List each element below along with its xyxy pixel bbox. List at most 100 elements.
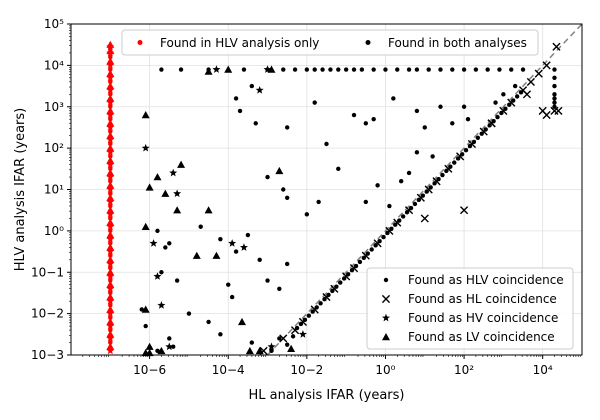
data-point-dot xyxy=(369,247,374,252)
data-point-hlv-only xyxy=(106,284,115,293)
x-tick-label: 10⁴ xyxy=(533,363,553,377)
data-point-star xyxy=(157,301,166,309)
data-point-dot xyxy=(552,83,557,89)
data-point-triangle xyxy=(237,317,246,326)
data-point-hlv-only xyxy=(108,290,113,296)
data-point-dot xyxy=(371,116,376,122)
data-point-hlv-only xyxy=(108,241,113,246)
data-point-hlv-only xyxy=(106,305,115,313)
data-point-triangle xyxy=(141,305,150,313)
data-point-hlv-only xyxy=(106,160,115,169)
data-point-triangle xyxy=(145,342,154,350)
data-point-hlv-only xyxy=(106,231,115,239)
data-point-x xyxy=(279,334,288,343)
data-point-hlv-only xyxy=(106,272,115,280)
data-point-dot xyxy=(422,125,427,130)
data-point-dot xyxy=(395,67,400,72)
legend-color-frame xyxy=(121,29,539,56)
data-point-star xyxy=(141,143,150,152)
data-point-hlv-only xyxy=(106,106,115,115)
data-point-x xyxy=(542,110,551,120)
data-point-x xyxy=(330,284,339,293)
legend-entry-hlv-coincidence: Found as HLV coincidence xyxy=(408,273,564,287)
data-point-dot xyxy=(336,67,341,72)
data-point-dot xyxy=(440,172,445,178)
data-point-hlv-only xyxy=(108,191,113,196)
data-point-dot xyxy=(318,301,323,306)
data-point-dot xyxy=(461,67,467,72)
x-tick-label: 10−6 xyxy=(133,363,166,377)
data-point-hlv-only xyxy=(106,268,115,276)
data-point-dot xyxy=(249,340,255,345)
data-point-triangle xyxy=(224,65,233,73)
data-point-dot xyxy=(452,160,457,165)
data-point-x xyxy=(393,218,402,227)
legend-entry-lv-coincidence: Found as LV coincidence xyxy=(408,330,555,344)
data-point-x xyxy=(467,139,477,149)
data-point-hlv-only xyxy=(106,210,115,218)
data-point-triangle xyxy=(145,348,154,357)
data-point-hlv-only xyxy=(108,129,113,134)
x-tick-label: 10⁰ xyxy=(375,363,395,377)
data-point-x xyxy=(404,206,414,215)
data-point-dot xyxy=(265,174,270,180)
data-point-hlv-only xyxy=(106,321,115,330)
data-point-dot xyxy=(438,104,443,109)
data-point-x xyxy=(290,326,300,335)
data-point-hlv-only xyxy=(106,185,115,193)
data-point-dot xyxy=(512,83,518,89)
data-point-hlv-only xyxy=(106,247,115,255)
y-tick-label: 10² xyxy=(44,141,64,155)
data-point-dot xyxy=(292,67,298,72)
data-point-hlv-only xyxy=(108,203,113,209)
data-point-hlv-only xyxy=(106,48,115,57)
legend-marker-star xyxy=(382,313,390,322)
y-axis-label: HLV analysis IFAR (years) xyxy=(13,108,28,271)
data-point-hlv-only xyxy=(106,119,115,127)
data-point-hlv-only xyxy=(108,104,113,109)
data-point-dot xyxy=(324,141,329,147)
data-point-hlv-only xyxy=(106,110,115,119)
data-point-dot xyxy=(381,234,386,240)
legend-color-black-marker xyxy=(365,40,371,45)
y-tick-label: 10−3 xyxy=(31,348,64,362)
data-point-star xyxy=(255,86,264,94)
data-point-dot xyxy=(316,199,321,205)
data-point-hlv-only xyxy=(108,327,113,333)
data-point-dot xyxy=(426,67,431,72)
data-point-hlv-only xyxy=(106,69,115,77)
data-point-x xyxy=(534,69,543,78)
data-point-dot xyxy=(552,92,557,97)
data-point-dot xyxy=(233,96,239,101)
data-point-dot xyxy=(229,294,235,300)
data-point-dot xyxy=(226,282,231,287)
data-point-star xyxy=(169,168,178,177)
data-point-triangle xyxy=(255,346,264,355)
data-point-dot xyxy=(520,67,526,72)
data-point-dot xyxy=(277,336,282,341)
y-axis: 10−3 10−2 10−1 10⁰ 10¹ 10² 10³ 10⁴ 10⁵ xyxy=(31,17,71,362)
data-point-hlv-only xyxy=(106,243,115,251)
reference-line xyxy=(266,23,583,356)
data-point-star xyxy=(212,65,221,73)
legend-marker-triangle xyxy=(382,333,390,341)
data-point-dot xyxy=(336,166,341,172)
legend-color: Found in HLV analysis only Found in both… xyxy=(121,29,539,56)
data-point-dot xyxy=(406,170,412,176)
data-point-triangle xyxy=(267,65,276,73)
data-point-x xyxy=(552,42,561,51)
legend-entry-hlv-only: Found in HLV analysis only xyxy=(160,36,319,50)
data-point-dot xyxy=(391,96,396,101)
data-point-hlv-only xyxy=(106,82,115,90)
data-point-dot xyxy=(552,75,557,80)
data-point-dot xyxy=(174,278,180,283)
data-point-dot xyxy=(218,332,223,337)
data-point-triangle xyxy=(141,222,150,230)
data-point-dot xyxy=(218,236,223,242)
data-point-hlv-only xyxy=(108,67,113,72)
legend-entry-hv-coincidence: Found as HV coincidence xyxy=(408,311,558,325)
x-axis-label: HL analysis IFAR (years) xyxy=(248,388,404,403)
data-point-hlv-only xyxy=(106,330,115,338)
data-point-hlv-only xyxy=(108,166,113,172)
data-point-hlv-only xyxy=(108,92,113,97)
